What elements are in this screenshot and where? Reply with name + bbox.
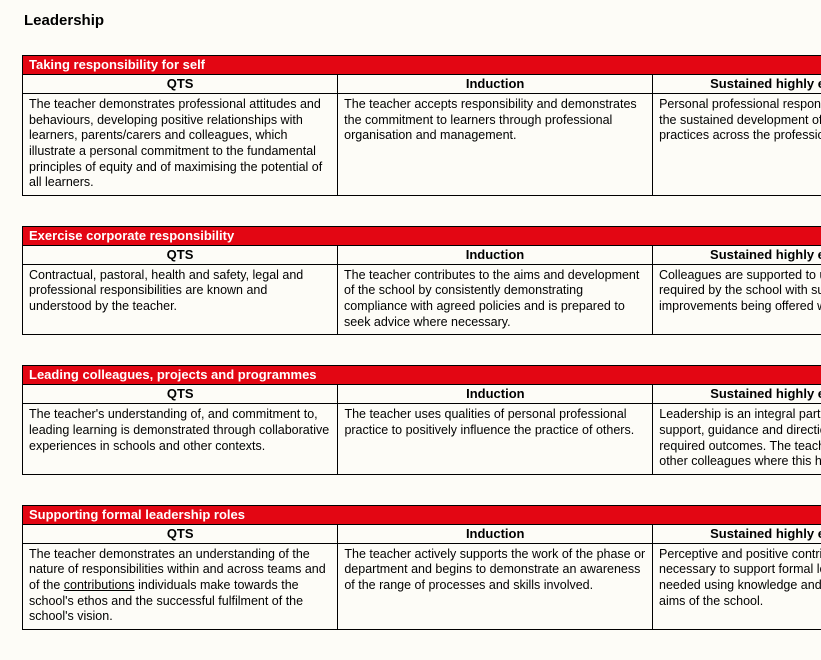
column-header-sustained: Sustained highly effective practice: [653, 524, 821, 543]
page-title: Leadership: [24, 12, 821, 29]
section-title-2: Exercise corporate responsibility: [23, 226, 821, 245]
cell-induction-4: The teacher actively supports the work o…: [338, 543, 653, 629]
column-header-induction: Induction: [338, 245, 653, 264]
cell-sustained-3: Leadership is an integral part of practi…: [653, 404, 821, 475]
column-header-sustained: Sustained highly effective practice: [653, 385, 821, 404]
column-header-induction: Induction: [338, 524, 653, 543]
column-header-qts: QTS: [23, 524, 338, 543]
column-header-sustained: Sustained highly effective practice: [653, 75, 821, 94]
section-title-1: Taking responsibility for self: [23, 56, 821, 75]
cell-sustained-1: Personal professional responsibility is …: [653, 94, 821, 196]
cell-induction-1: The teacher accepts responsibility and d…: [338, 94, 653, 196]
section-table-4: Supporting formal leadership roles QTS I…: [22, 505, 821, 630]
column-header-sustained: Sustained highly effective practice: [652, 245, 821, 264]
section-table-2: Exercise corporate responsibility QTS In…: [22, 226, 821, 336]
cell-qts-2: Contractual, pastoral, health and safety…: [23, 264, 338, 335]
qts4-underlined: contributions: [64, 578, 135, 592]
cell-sustained-2: Colleagues are supported to understand t…: [652, 264, 821, 335]
column-header-induction: Induction: [338, 75, 653, 94]
cell-sustained-4: Perceptive and positive contributions ar…: [653, 543, 821, 629]
cell-induction-2: The teacher contributes to the aims and …: [338, 264, 653, 335]
column-header-induction: Induction: [338, 385, 653, 404]
cell-qts-1: The teacher demonstrates professional at…: [23, 94, 338, 196]
cell-qts-3: The teacher's understanding of, and comm…: [23, 404, 338, 475]
section-table-3: Leading colleagues, projects and program…: [22, 365, 821, 475]
cell-induction-3: The teacher uses qualities of personal p…: [338, 404, 653, 475]
section-title-3: Leading colleagues, projects and program…: [23, 366, 821, 385]
column-header-qts: QTS: [23, 245, 338, 264]
section-title-4: Supporting formal leadership roles: [23, 505, 821, 524]
section-table-1: Taking responsibility for self QTS Induc…: [22, 55, 821, 196]
cell-qts-4: The teacher demonstrates an understandin…: [23, 543, 338, 629]
column-header-qts: QTS: [23, 385, 338, 404]
column-header-qts: QTS: [23, 75, 338, 94]
